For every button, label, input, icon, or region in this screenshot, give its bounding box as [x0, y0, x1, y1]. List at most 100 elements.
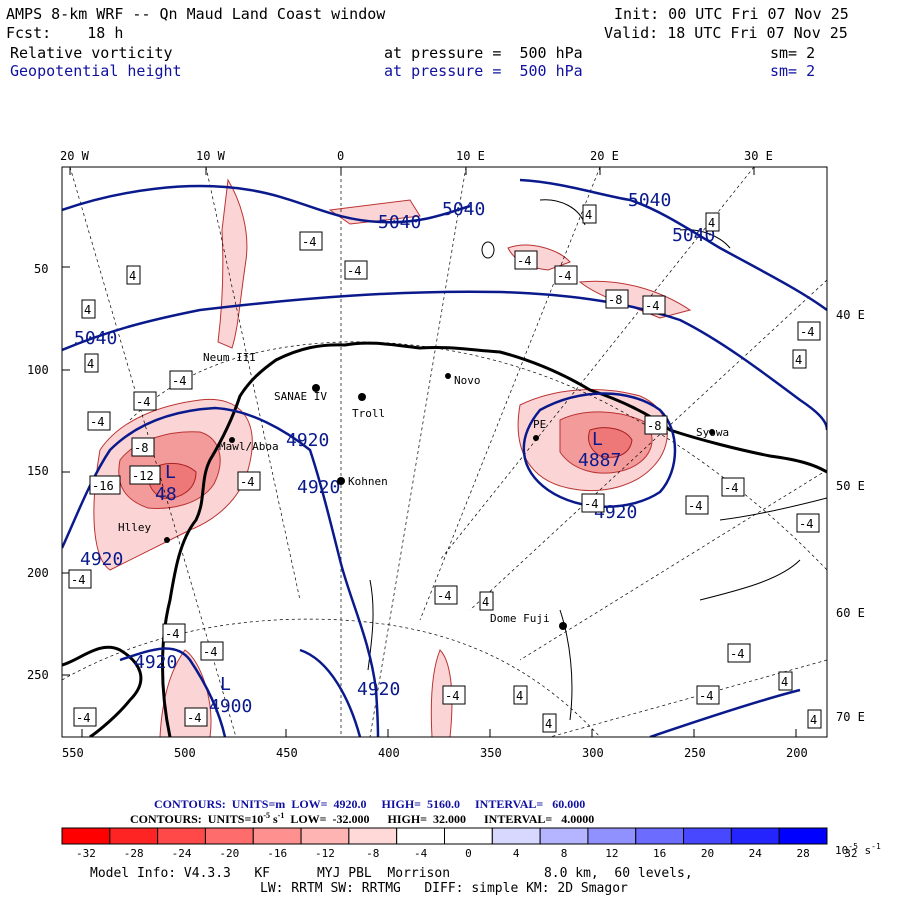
- vort-box: -4: [200, 641, 224, 661]
- model-info-line2: LW: RRTM SW: RRTMG DIFF: simple KM: 2D S…: [260, 881, 628, 896]
- vort-box: -4: [685, 495, 709, 515]
- svg-text:-4: -4: [557, 269, 571, 283]
- svg-text:-4: -4: [437, 589, 451, 603]
- field1-smoothing: sm= 2: [770, 44, 816, 62]
- field2-name: Geopotential height: [10, 62, 182, 80]
- svg-text:4: 4: [781, 675, 788, 689]
- lon-label-30e: 30 E: [744, 149, 773, 163]
- vort-box: -4: [162, 623, 186, 643]
- station-label: Syowa: [696, 426, 729, 439]
- station-label: Novo: [454, 374, 481, 387]
- colorbar-label: 0: [465, 847, 472, 860]
- x-tick-350: 350: [480, 746, 502, 760]
- vort-box: -4: [133, 391, 157, 411]
- valid-time: Valid: 18 UTC Fri 07 Nov 25: [604, 24, 848, 42]
- height-label: 4920: [594, 502, 637, 523]
- low-marker: L: [220, 674, 231, 695]
- colorbar-cell: [444, 827, 493, 845]
- x-tick-200: 200: [786, 746, 808, 760]
- colorbar-label: 32: [844, 847, 857, 860]
- vort-box: -4: [797, 321, 821, 341]
- colorbar-cell: [683, 827, 732, 845]
- colorbar-label: -16: [267, 847, 287, 860]
- lon-label-40e: 40 E: [836, 308, 865, 322]
- colorbar-cell: [109, 827, 159, 845]
- colorbar-label: 8: [561, 847, 568, 860]
- field1-level: at pressure = 500 hPa: [384, 44, 583, 62]
- field2-smoothing: sm= 2: [770, 62, 816, 80]
- colorbar-label: 20: [701, 847, 714, 860]
- svg-text:4: 4: [84, 303, 91, 317]
- vort-box: -8: [605, 289, 629, 309]
- contours-vorticity-info: CONTOURS: UNITS=10-5 s-1 LOW= -32.000 HI…: [130, 811, 595, 826]
- height-label: 5040: [74, 328, 117, 349]
- height-label: 5040: [442, 199, 485, 220]
- station-label: Mawl/Aboa: [219, 440, 279, 453]
- low-marker: L: [592, 429, 603, 450]
- contours-height-info: CONTOURS: UNITS=m LOW= 4920.0 HIGH= 5160…: [154, 797, 586, 811]
- vort-box: -12: [129, 465, 161, 485]
- vort-box: -4: [299, 231, 323, 251]
- vort-box: 4: [582, 204, 597, 224]
- vort-box: -4: [68, 569, 92, 589]
- svg-text:-8: -8: [608, 293, 622, 307]
- colorbar-cell: [587, 827, 637, 845]
- vort-box: -4: [434, 585, 458, 605]
- y-tick-50: 50: [34, 262, 48, 276]
- lon-label-70e: 70 E: [836, 710, 865, 724]
- vort-box: 4: [513, 685, 528, 705]
- svg-text:-4: -4: [688, 499, 702, 513]
- colorbar-label: -28: [124, 847, 144, 860]
- station-label: Troll: [352, 407, 385, 420]
- colorbar-cell: [300, 827, 350, 845]
- lon-label-0: 0: [337, 149, 344, 163]
- svg-text:4: 4: [585, 208, 592, 222]
- lon-label-10e: 10 E: [456, 149, 485, 163]
- chart-title: AMPS 8-km WRF -- Qn Maud Land Coast wind…: [6, 5, 386, 23]
- vort-box: -4: [514, 250, 538, 270]
- height-label: 4920: [297, 477, 340, 498]
- x-tick-450: 450: [276, 746, 298, 760]
- colorbar-label: -8: [366, 847, 379, 860]
- lon-label-20e: 20 E: [590, 149, 619, 163]
- x-tick-550: 550: [62, 746, 84, 760]
- height-label: 48: [155, 484, 177, 505]
- station-label: Dome Fuji: [490, 612, 550, 625]
- vort-box: -4: [169, 370, 193, 390]
- model-info-line1: Model Info: V4.3.3 KF MYJ PBL Morrison 8…: [90, 866, 693, 881]
- colorbar-label: 12: [605, 847, 618, 860]
- vort-box: 4: [542, 713, 557, 733]
- svg-text:-12: -12: [132, 469, 154, 483]
- lon-label-60e: 60 E: [836, 606, 865, 620]
- x-tick-500: 500: [174, 746, 196, 760]
- vort-box: -4: [721, 477, 745, 497]
- vort-box: -4: [796, 513, 820, 533]
- colorbar-cell: [396, 827, 445, 845]
- vort-box: 4: [84, 353, 99, 373]
- station-label: Kohnen: [348, 475, 388, 488]
- svg-text:4: 4: [795, 353, 802, 367]
- colorbar-cell: [491, 827, 541, 845]
- vort-box: 4: [705, 212, 720, 232]
- svg-text:-16: -16: [92, 479, 114, 493]
- field2-level: at pressure = 500 hPa: [384, 62, 583, 80]
- map-svg: 20 W 10 W 0 10 E 20 E 30 E 40 E 50 E 60 …: [27, 149, 865, 760]
- vort-box: -4: [696, 685, 720, 705]
- height-label: 4900: [209, 696, 252, 717]
- vort-box: -4: [442, 685, 466, 705]
- svg-text:4: 4: [516, 689, 523, 703]
- colorbar-label: 16: [653, 847, 666, 860]
- colorbar-label: -4: [414, 847, 428, 860]
- colorbar-label: 4: [513, 847, 520, 860]
- vort-box: -4: [642, 295, 666, 315]
- vort-box: 4: [81, 299, 96, 319]
- lon-label-10w: 10 W: [196, 149, 226, 163]
- vort-box: -8: [131, 437, 155, 457]
- svg-text:-4: -4: [800, 325, 814, 339]
- station-label: Hlley: [118, 521, 151, 534]
- vort-box: -4: [184, 707, 208, 727]
- height-label: 4920: [357, 679, 400, 700]
- vort-box: 4: [126, 265, 141, 285]
- x-tick-250: 250: [684, 746, 706, 760]
- vort-box: -4: [87, 411, 111, 431]
